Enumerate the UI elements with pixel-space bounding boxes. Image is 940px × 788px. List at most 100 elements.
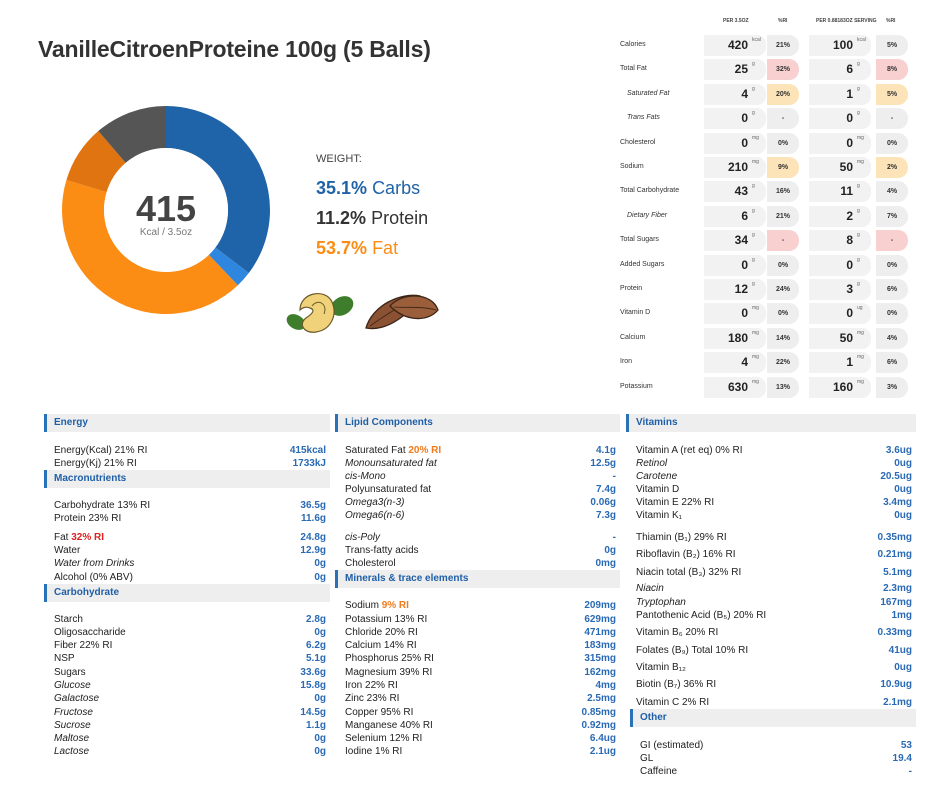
nutrient-row-lipid: Trans-fatty acids 0g [345,544,616,557]
value-per-serving: 50 [839,330,853,345]
nutrient-row-energy: Energy(Kj) 21% RI 1733kJ [54,457,326,470]
nutrient-row-macronutrients: Protein 23% RI 11.6g [54,512,326,525]
nutrient-label: Vitamin D [620,309,651,317]
legend-name: Carbs [372,178,421,198]
nutrient-value: 53 [900,740,912,751]
value-per-3-5oz: 0 [741,111,748,126]
nutrient-row-minerals: Manganese 40% RI 0.92mg [345,719,616,732]
nutrient-row-minerals: Sodium 9% RI 209mg [345,599,616,612]
section-header-energy: Energy [44,414,330,432]
nutrient-label: Potassium [620,382,653,390]
nutrient-name: 9% RI [381,600,409,611]
nutrient-row-minerals: Selenium 12% RI 6.4ug [345,732,616,745]
nutrient-label: Total Carbohydrate [620,187,680,195]
cashew-nuts-illustration [286,293,354,333]
value-cell-2 [809,157,871,178]
macro-donut-chart: 415 Kcal / 3.5oz [62,106,270,315]
value-per-serving: 0 [846,135,853,150]
nutrient-name: 32% RI [71,532,105,543]
ri-pill-2: - [876,108,908,130]
nutrient-value: - [612,532,616,543]
nutrient-value: 2.1ug [589,746,616,757]
ri-pill-1: - [767,108,799,130]
value-cell-2 [809,352,871,374]
nutrient-row: Total Sugars 34 g -8 g - [614,229,914,253]
nutrient-name: Selenium 12% RI [345,733,423,744]
nutrient-value: 6.4ug [589,733,616,744]
value-per-serving: 160 [832,379,853,394]
value-per-3-5oz: 0 [741,306,748,321]
nutrient-row-lipid: Monounsaturated fat 12.5g [345,457,616,470]
nutrient-value: 7.3g [595,510,616,521]
nutrient-value: 41ug [888,645,912,656]
nutrient-row-other: Caffeine - [640,765,912,778]
nutrient-value: 0ug [894,458,912,469]
ri-pill-1: 22% [767,352,799,374]
legend-name: Protein [371,208,429,228]
nutrient-value: 15.8g [300,680,326,691]
nutrient-row-macronutrients: Water from Drinks 0g [54,557,326,570]
ri-pill-1: 20% [767,83,799,105]
value-cell-1 [704,108,766,130]
nutrient-row-minerals: Phosphorus 25% RI 315mg [345,652,616,665]
nutrient-value: 20.5ug [880,471,912,482]
nutrient-name: Iodine 1% RI [345,746,403,757]
ri-pill-1: 32% [767,59,799,81]
nutrient-row-lipid: Polyunsaturated fat 7.4g [345,483,616,496]
ri-pill-2: 0% [876,254,908,276]
nutrient-name: Glucose [54,680,91,691]
header-per-serving: PER 0.88183OZ SERVING [816,18,877,24]
value-cell-1 [704,279,766,300]
nutrient-value: 11.6g [300,513,326,524]
nutrient-row-minerals: Potassium 13% RI 629mg [345,613,616,626]
nutrient-name: Cholesterol [345,558,396,569]
donut-hole [104,148,228,272]
unit-2: g [857,85,860,92]
nutrient-row-vitamins: Vitamin B₁₂ 0ug [636,661,912,674]
section-header-other: Other [630,709,916,727]
header-ri-2: %RI [886,18,896,24]
value-cell-2 [809,327,871,349]
nutrient-name: Protein 23% RI [54,513,122,524]
nutrient-value: 5.1g [305,653,326,664]
value-cell-2 [809,181,871,203]
nutrient-row-carbohydrate: Sucrose 1.1g [54,719,326,732]
ri-pill-2: 4% [876,181,908,203]
value-per-serving: 0 [846,306,853,321]
nutrient-name: Monounsaturated fat [345,458,437,469]
nutrient-row-vitamins: Retinol 0ug [636,457,912,470]
nutrient-value: 4mg [595,680,616,691]
ri-pill-1: 0% [767,303,799,325]
value-per-serving: 0 [846,257,853,272]
value-cell-1 [704,59,766,81]
ri-pill-2: 8% [876,59,908,81]
nutrient-value: 0g [314,558,326,569]
ri-pill-2: 0% [876,132,908,154]
unit-1: kcal [752,37,761,43]
value-per-3-5oz: 34 [734,233,748,248]
nutrient-row-lipid: cis-Poly - [345,531,616,544]
nutrient-row-vitamins: Tryptophan 167mg [636,596,912,609]
value-cell-2 [809,108,871,130]
nutrient-name: Lactose [54,746,90,757]
nutrient-label: Total Fat [620,65,647,73]
nutrient-row-vitamins: Vitamin E 22% RI 3.4mg [636,496,912,509]
nutrient-name: Vitamin K₁ [636,510,682,521]
legend-pct: 35.1% [316,178,368,198]
ri-pill-1: 24% [767,279,799,300]
value-per-serving: 8 [846,233,853,248]
nutrient-name: Vitamin D [636,484,680,495]
ri-pill-2: 0% [876,303,908,325]
legend-item-carbs: 35.1% Carbs [316,178,420,199]
nutrient-value: 24.8g [300,532,326,543]
donut-slice-saturated-fat [66,131,126,193]
unit-1: g [752,256,755,263]
nutrient-row: Calories 420 kcal 21% 100 kcal 5% [614,34,914,58]
nutrient-value: 10.9ug [880,679,912,690]
value-cell-1 [704,327,766,349]
nutrient-label: Saturated Fat [627,89,670,97]
ri-pill-1: 0% [767,132,799,154]
nutrient-row-carbohydrate: Sugars 33.6g [54,666,326,679]
value-per-serving: 2 [846,208,853,223]
nutrient-row-carbohydrate: NSP 5.1g [54,652,326,665]
